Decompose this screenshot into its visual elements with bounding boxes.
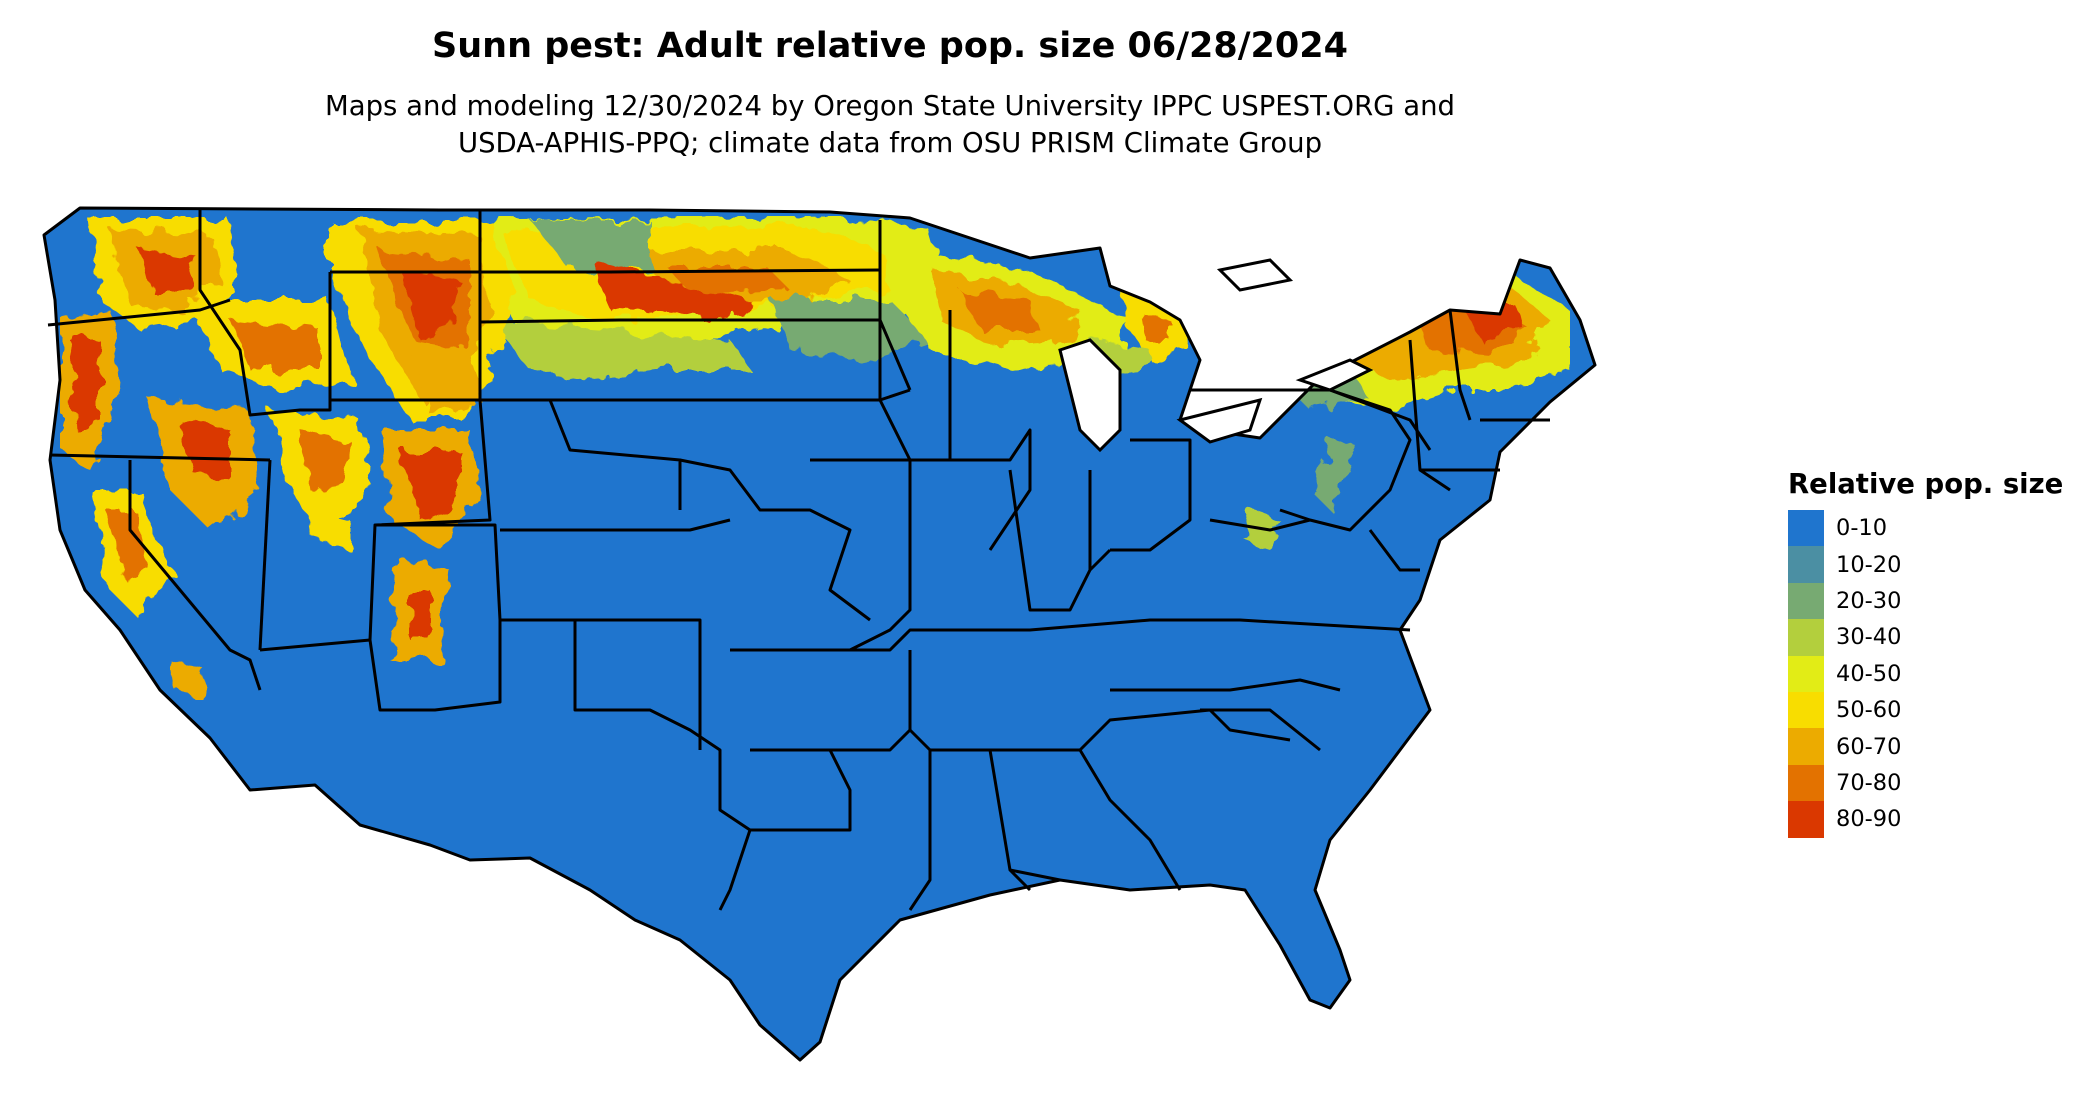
subtitle-line-1: Maps and modeling 12/30/2024 by Oregon S… [325,90,1455,122]
legend-swatch [1788,546,1824,583]
legend-item: 80-90 [1788,801,2063,838]
legend: Relative pop. size 0-10 10-20 20-30 30-40 40… [1788,468,2063,838]
legend-label: 80-90 [1836,806,1902,833]
subtitle-line-2: USDA-APHIS-PPQ; climate data from OSU PR… [457,127,1323,159]
legend-label: 60-70 [1836,733,1902,760]
map-subtitle: Maps and modeling 12/30/2024 by Oregon S… [0,88,1780,162]
legend-item: 10-20 [1788,546,2063,583]
legend-label: 40-50 [1836,660,1902,687]
legend-swatch [1788,691,1824,729]
us-map [42,206,1597,1062]
great-lakes [1058,258,1374,453]
legend-item: 30-40 [1788,619,2063,656]
legend-item: 40-50 [1788,655,2063,692]
legend-swatch [1788,510,1824,547]
legend-swatch [1788,655,1824,692]
legend-label: 30-40 [1836,624,1902,651]
legend-label: 10-20 [1836,551,1902,578]
legend-label: 0-10 [1836,515,1888,542]
legend-item: 70-80 [1788,764,2063,802]
legend-item: 60-70 [1788,728,2063,765]
legend-swatch [1788,619,1824,656]
map-title: Sunn pest: Adult relative pop. size 06/2… [432,26,1348,66]
legend-item: 50-60 [1788,691,2063,729]
population-raster [44,208,1595,1060]
legend-item: 0-10 [1788,510,2063,547]
state-borders [42,206,1597,1062]
legend-swatch [1788,582,1824,620]
legend-swatch [1788,801,1824,838]
legend-swatch [1788,764,1824,802]
legend-swatch [1788,728,1824,765]
legend-title: Relative pop. size [1788,468,2064,500]
legend-item: 20-30 [1788,582,2063,620]
legend-label: 20-30 [1836,587,1902,614]
legend-label: 70-80 [1836,769,1902,796]
legend-label: 50-60 [1836,697,1902,724]
